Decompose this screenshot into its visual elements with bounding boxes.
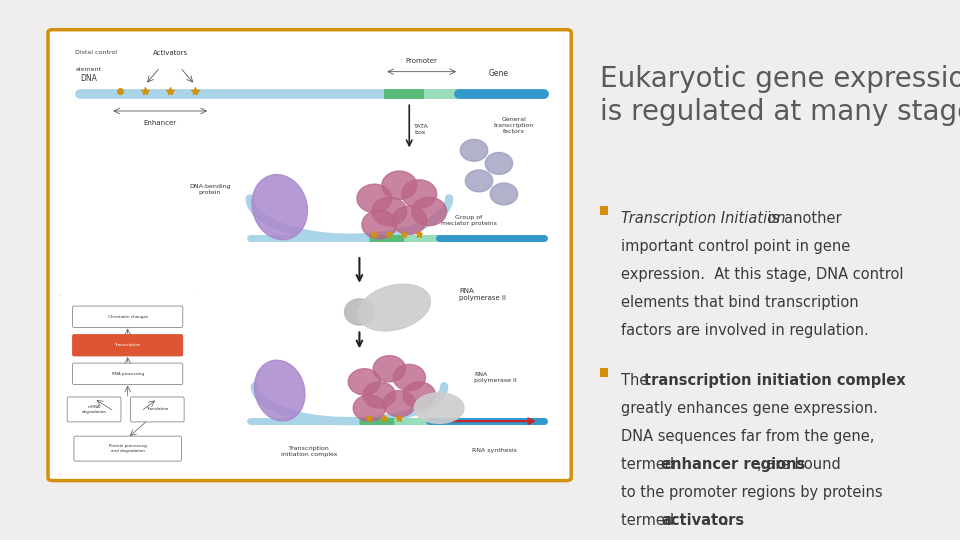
Text: important control point in gene: important control point in gene bbox=[621, 239, 851, 254]
Text: element: element bbox=[76, 68, 102, 72]
Text: expression.  At this stage, DNA control: expression. At this stage, DNA control bbox=[621, 267, 903, 282]
Text: termed: termed bbox=[621, 513, 679, 528]
Text: Eukaryotic gene expression
is regulated at many stages: Eukaryotic gene expression is regulated … bbox=[600, 65, 960, 126]
Text: greatly enhances gene expression.: greatly enhances gene expression. bbox=[621, 401, 878, 416]
Ellipse shape bbox=[373, 356, 405, 382]
Ellipse shape bbox=[345, 299, 374, 325]
Ellipse shape bbox=[393, 364, 425, 390]
Ellipse shape bbox=[392, 206, 426, 234]
Text: Transcription: Transcription bbox=[114, 343, 141, 347]
FancyBboxPatch shape bbox=[74, 436, 181, 461]
Text: .: . bbox=[724, 513, 729, 528]
Bar bbox=[600, 368, 608, 377]
Bar bbox=[600, 206, 608, 215]
Text: , are bound: , are bound bbox=[757, 457, 841, 472]
FancyBboxPatch shape bbox=[60, 294, 196, 475]
Ellipse shape bbox=[382, 171, 417, 199]
Text: enhancer regions: enhancer regions bbox=[661, 457, 805, 472]
Text: RNA
polymerase II: RNA polymerase II bbox=[459, 288, 506, 301]
Text: The: The bbox=[621, 373, 653, 388]
Text: activators: activators bbox=[661, 513, 745, 528]
Text: Transcription Initiation: Transcription Initiation bbox=[621, 211, 785, 226]
Ellipse shape bbox=[412, 197, 446, 226]
Ellipse shape bbox=[348, 369, 380, 395]
Text: DNA sequences far from the gene,: DNA sequences far from the gene, bbox=[621, 429, 875, 444]
Ellipse shape bbox=[372, 197, 407, 226]
Ellipse shape bbox=[363, 382, 396, 408]
Ellipse shape bbox=[383, 390, 416, 417]
Text: Distal control: Distal control bbox=[76, 50, 117, 55]
Ellipse shape bbox=[466, 170, 492, 192]
Text: Transcription
initiation complex: Transcription initiation complex bbox=[281, 446, 338, 457]
FancyBboxPatch shape bbox=[131, 397, 184, 422]
FancyBboxPatch shape bbox=[73, 335, 182, 356]
Text: transcription initiation complex: transcription initiation complex bbox=[644, 373, 906, 388]
Text: Activators: Activators bbox=[153, 50, 187, 56]
Ellipse shape bbox=[491, 183, 517, 205]
Text: Protein processing
and degradation: Protein processing and degradation bbox=[108, 444, 147, 453]
Text: Enhancer: Enhancer bbox=[144, 120, 177, 126]
Text: RNA processing: RNA processing bbox=[111, 372, 144, 376]
FancyBboxPatch shape bbox=[73, 306, 182, 327]
Ellipse shape bbox=[485, 152, 513, 174]
Text: RNA
polymerase II: RNA polymerase II bbox=[474, 372, 516, 383]
Text: DNA: DNA bbox=[81, 73, 97, 83]
Text: RNA synthesis: RNA synthesis bbox=[471, 448, 516, 453]
Text: is another: is another bbox=[763, 211, 842, 226]
Text: Chromatin changes: Chromatin changes bbox=[108, 315, 148, 319]
Ellipse shape bbox=[252, 174, 307, 240]
Text: General
transcription
factors: General transcription factors bbox=[493, 117, 534, 134]
Text: Translation: Translation bbox=[146, 407, 168, 411]
FancyBboxPatch shape bbox=[67, 397, 121, 422]
Ellipse shape bbox=[358, 284, 430, 331]
Text: elements that bind transcription: elements that bind transcription bbox=[621, 295, 859, 310]
Ellipse shape bbox=[353, 395, 386, 421]
Ellipse shape bbox=[414, 393, 464, 423]
Ellipse shape bbox=[460, 139, 488, 161]
FancyBboxPatch shape bbox=[48, 30, 571, 481]
Ellipse shape bbox=[254, 360, 305, 421]
Ellipse shape bbox=[357, 184, 392, 213]
Text: factors are involved in regulation.: factors are involved in regulation. bbox=[621, 323, 869, 338]
Text: termed: termed bbox=[621, 457, 679, 472]
Text: DNA-bending
protein: DNA-bending protein bbox=[189, 184, 230, 195]
Text: Promoter: Promoter bbox=[406, 58, 438, 64]
Text: Group of
meciator proteins: Group of meciator proteins bbox=[441, 215, 497, 226]
Text: to the promoter regions by proteins: to the promoter regions by proteins bbox=[621, 485, 883, 500]
Text: TATA
box: TATA box bbox=[414, 124, 429, 135]
FancyBboxPatch shape bbox=[73, 363, 182, 384]
Ellipse shape bbox=[362, 211, 396, 239]
Ellipse shape bbox=[402, 180, 437, 208]
Text: Gene: Gene bbox=[489, 69, 509, 78]
Ellipse shape bbox=[403, 382, 436, 408]
Text: mRNA
degradation: mRNA degradation bbox=[82, 405, 107, 414]
